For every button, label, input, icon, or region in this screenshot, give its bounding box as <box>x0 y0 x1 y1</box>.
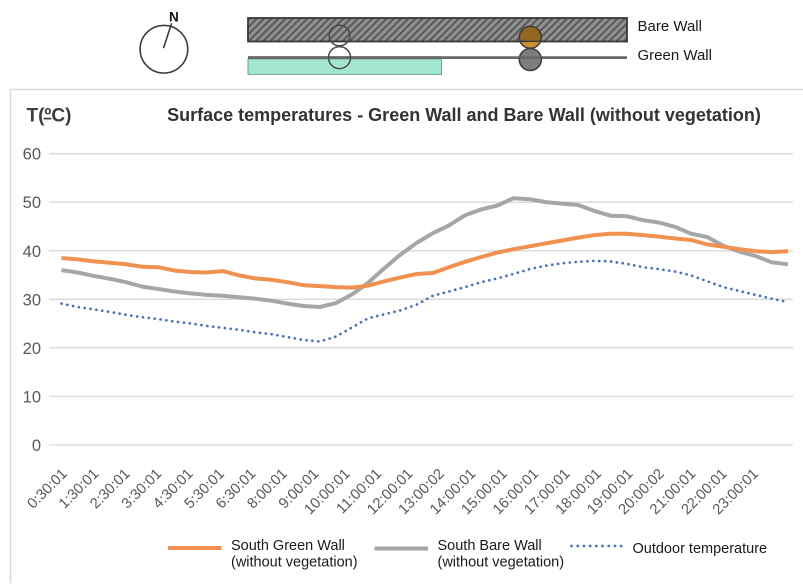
svg-text:Outdoor temperature: Outdoor temperature <box>633 541 768 557</box>
svg-text:South Bare Wall: South Bare Wall <box>438 538 542 554</box>
svg-text:Surface temperatures - Green W: Surface temperatures - Green Wall and Ba… <box>167 105 761 125</box>
svg-text:40: 40 <box>23 243 41 261</box>
svg-text:0: 0 <box>32 437 41 455</box>
svg-text:Bare Wall: Bare Wall <box>638 18 702 35</box>
svg-text:10: 10 <box>23 388 41 406</box>
svg-text:(without vegetation): (without vegetation) <box>438 555 565 571</box>
svg-text:South Green Wall: South Green Wall <box>231 538 345 554</box>
svg-text:Green Wall: Green Wall <box>638 47 712 64</box>
svg-text:30: 30 <box>23 291 41 309</box>
svg-text:20: 20 <box>23 340 41 358</box>
svg-text:60: 60 <box>23 146 41 164</box>
svg-text:(without vegetation): (without vegetation) <box>231 555 358 571</box>
svg-text:50: 50 <box>23 194 41 212</box>
svg-text:N: N <box>169 10 179 25</box>
svg-text:T(ºC): T(ºC) <box>27 106 72 127</box>
